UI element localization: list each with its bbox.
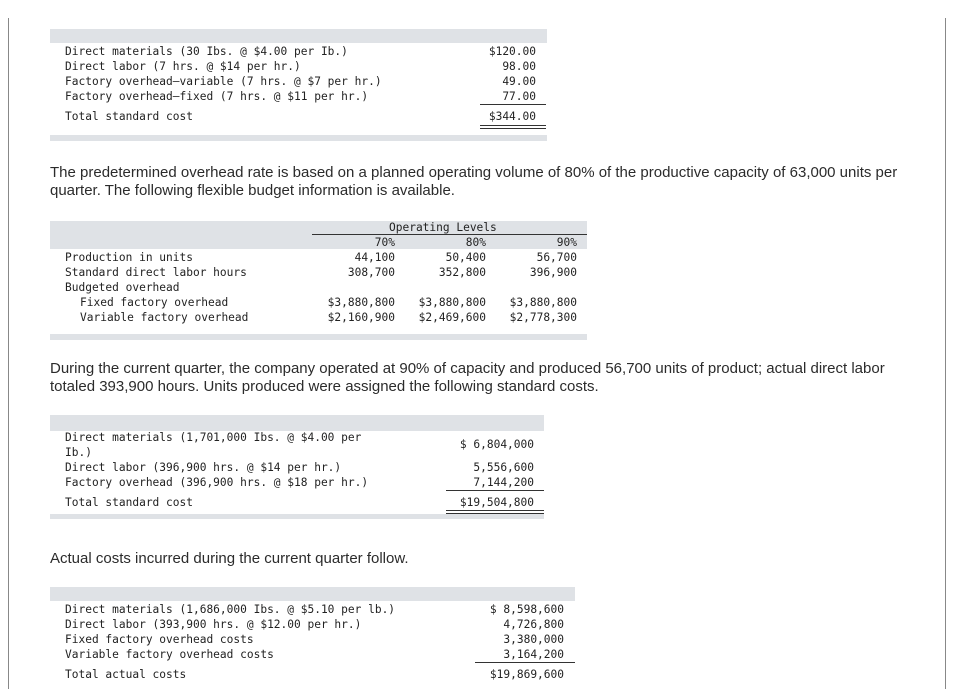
table-cell: 396,900: [529, 266, 577, 279]
level-90-header: 90%: [556, 236, 577, 249]
table-header-band: [50, 415, 544, 431]
level-80-header: 80%: [465, 236, 486, 249]
subtotal-rule: [475, 662, 575, 663]
total-double-rule-2: [446, 513, 544, 514]
page-border-left: [8, 18, 9, 689]
total-label: Total standard cost: [65, 110, 193, 123]
total-value: $344.00: [488, 110, 536, 123]
table-row-value: 7,144,200: [473, 476, 534, 489]
table-row-value: $ 8,598,600: [489, 603, 564, 616]
total-value: $19,869,600: [489, 668, 564, 681]
total-double-rule-1: [480, 125, 546, 126]
paragraph-actual-costs-intro: Actual costs incurred during the current…: [50, 550, 409, 567]
table-cell: $2,469,600: [418, 311, 486, 324]
table-cell: $3,880,800: [509, 296, 577, 309]
table-row-label-continued: Ib.): [65, 446, 92, 459]
table-cell: 308,700: [347, 266, 395, 279]
table-cell: $2,778,300: [509, 311, 577, 324]
table-row-label: Fixed factory overhead costs: [65, 633, 254, 646]
table-row-label: Direct labor (393,900 hrs. @ $12.00 per …: [65, 618, 362, 631]
table-row-value: $ 6,804,000: [459, 438, 534, 451]
table-row-label: Direct materials (1,686,000 Ibs. @ $5.10…: [65, 603, 396, 616]
table-cell: 50,400: [445, 251, 486, 264]
table-row-label: Fixed factory overhead: [80, 296, 229, 309]
table-row-value: 49.00: [502, 75, 536, 88]
table-cell: $3,880,800: [327, 296, 395, 309]
table-footer-band: [50, 514, 544, 519]
level-70-header: 70%: [374, 236, 395, 249]
table-row-label: Factory overhead—fixed (7 hrs. @ $11 per…: [65, 90, 369, 103]
table-row-label: Direct materials (30 Ibs. @ $4.00 per Ib…: [65, 45, 348, 58]
paragraph-flexible-budget-intro: The predetermined overhead rate is based…: [50, 164, 898, 199]
table-cell: $2,160,900: [327, 311, 395, 324]
table-row-label: Direct labor (7 hrs. @ $14 per hr.): [65, 60, 301, 73]
total-label: Total actual costs: [65, 668, 187, 681]
table-row-value: 98.00: [502, 60, 536, 73]
header-underline: [312, 234, 587, 235]
table-row-label: Variable factory overhead costs: [65, 648, 274, 661]
table-row-value: 4,726,800: [503, 618, 564, 631]
table-row-label: Factory overhead—variable (7 hrs. @ $7 p…: [65, 75, 382, 88]
table-footer-band: [50, 135, 547, 141]
table-cell: 44,100: [354, 251, 395, 264]
table-row-value: $120.00: [488, 45, 536, 58]
total-double-rule-1: [446, 510, 544, 511]
table-row-label: Budgeted overhead: [65, 281, 180, 294]
table-header-band: [50, 221, 587, 249]
table-row-label: Standard direct labor hours: [65, 266, 247, 279]
table-row-label: Factory overhead (396,900 hrs. @ $18 per…: [65, 476, 369, 489]
table-header-band: [50, 29, 547, 43]
table-header-band: [50, 587, 575, 601]
page-border-right: [945, 18, 946, 689]
table-cell: $3,880,800: [418, 296, 486, 309]
table-row-value: 3,164,200: [503, 648, 564, 661]
total-double-rule-2: [480, 128, 546, 129]
table-cell: 352,800: [438, 266, 486, 279]
table-row-label: Variable factory overhead: [80, 311, 249, 324]
total-value: $19,504,800: [459, 496, 534, 509]
total-label: Total standard cost: [65, 496, 193, 509]
table-row-label: Direct labor (396,900 hrs. @ $14 per hr.…: [65, 461, 342, 474]
paragraph-current-quarter: During the current quarter, the company …: [50, 360, 885, 395]
table-row-label: Production in units: [65, 251, 193, 264]
table-row-label: Direct materials (1,701,000 Ibs. @ $4.00…: [65, 431, 362, 444]
subtotal-rule: [480, 104, 546, 105]
table-cell: 56,700: [536, 251, 577, 264]
table-row-value: 3,380,000: [503, 633, 564, 646]
subtotal-rule: [446, 490, 544, 491]
table-row-value: 77.00: [502, 90, 536, 103]
table-footer-band: [50, 334, 587, 340]
table-row-value: 5,556,600: [473, 461, 534, 474]
operating-levels-header: Operating Levels: [389, 221, 497, 234]
